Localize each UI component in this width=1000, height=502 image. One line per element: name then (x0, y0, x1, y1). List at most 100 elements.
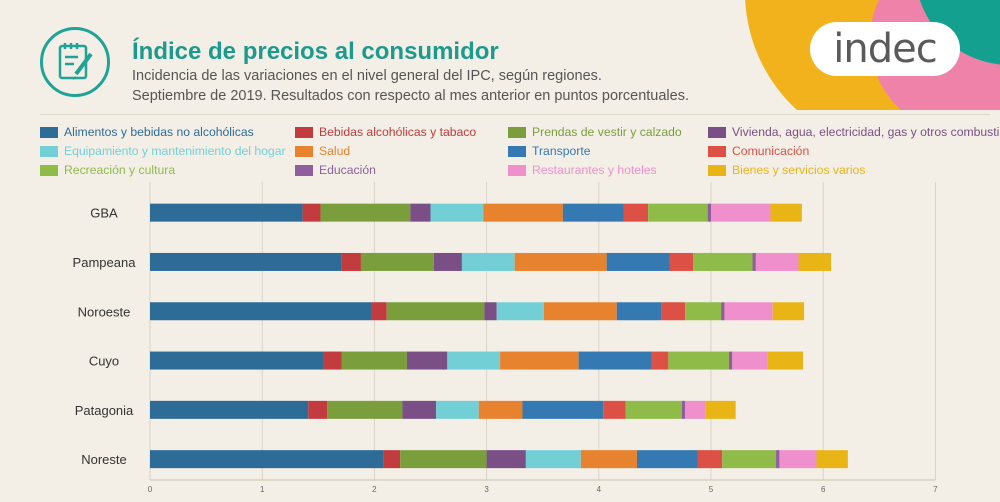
legend-label: Comunicación (732, 144, 810, 158)
category-label: Noreste (81, 452, 127, 467)
teal-deco-shape (919, 0, 1000, 65)
legend-label: Equipamiento y mantenimiento del hogar (64, 144, 286, 158)
legend-item: Bebidas alcohólicas y tabaco (295, 125, 476, 139)
indec-logo: indec (810, 22, 960, 76)
bar-segment (341, 252, 361, 271)
bar-segment (776, 450, 780, 469)
bar-segment (779, 450, 817, 469)
bar-segment (685, 400, 706, 419)
legend-swatch (508, 145, 526, 157)
bar-segment (816, 450, 848, 469)
bar-segment (669, 252, 694, 271)
x-tick-label: 5 (709, 485, 714, 494)
bar-segment (697, 450, 723, 469)
x-tick-label: 2 (372, 485, 377, 494)
bar-segment (150, 351, 324, 370)
legend-swatch (708, 145, 726, 157)
bar-segment (514, 252, 607, 271)
bar-segment (400, 450, 487, 469)
bar-segment (402, 400, 437, 419)
subtitle-line-1: Incidencia de las variaciones en el nive… (132, 68, 602, 84)
bar-segment (755, 252, 799, 271)
legend-swatch (40, 145, 58, 157)
category-label: Patagonia (75, 403, 134, 418)
legend-label: Vivienda, agua, electricidad, gas y otro… (732, 125, 1000, 139)
bar-segment (433, 252, 462, 271)
legend-item: Recreación y cultura (40, 163, 175, 177)
page-subtitle: Incidencia de las variaciones en el nive… (132, 66, 689, 106)
bar-segment (707, 203, 711, 222)
category-label: Pampeana (73, 255, 137, 270)
header-divider (40, 114, 990, 115)
bar-segment (500, 351, 579, 370)
bar-segment (302, 203, 321, 222)
bar-segment (693, 252, 753, 271)
bar-segment (496, 302, 544, 321)
bar-segment (308, 400, 328, 419)
bar-segment (430, 203, 484, 222)
bar-segment (522, 400, 604, 419)
bar-segment (150, 252, 342, 271)
bar-segment (323, 351, 342, 370)
bar-segment (386, 302, 485, 321)
bar-segment (562, 203, 624, 222)
legend-swatch (295, 145, 313, 157)
legend-swatch (508, 164, 526, 176)
legend-swatch (295, 164, 313, 176)
bar-segment (410, 203, 431, 222)
x-tick-label: 7 (933, 485, 938, 494)
bar-segment (705, 400, 736, 419)
legend-item: Educación (295, 163, 376, 177)
logo-text: indec (833, 26, 937, 72)
bar-segment (150, 400, 309, 419)
subtitle-line-2: Septiembre de 2019. Resultados con respe… (132, 88, 689, 104)
bar-segment (320, 203, 411, 222)
x-tick-label: 3 (484, 485, 489, 494)
x-tick-label: 6 (821, 485, 826, 494)
bar-segment (661, 302, 686, 321)
legend-label: Salud (319, 144, 351, 158)
bar-segment (668, 351, 729, 370)
bar-segment (436, 400, 479, 419)
bar-segment (150, 203, 303, 222)
bar-segment (724, 302, 773, 321)
legend-label: Transporte (532, 144, 591, 158)
bar-segment (578, 351, 652, 370)
stacked-bar-chart: 0 1 2 3 4 5 6 7 GBA Pampeana Noroeste Cuyo Patagonia… (73, 182, 938, 494)
bar-segment (543, 302, 617, 321)
bar-segment (483, 203, 563, 222)
bar-segment (478, 400, 523, 419)
bar-segment (770, 203, 802, 222)
bar-segment (150, 450, 384, 469)
checklist-pencil-icon (40, 27, 110, 97)
bar-segment (383, 450, 401, 469)
category-label: Cuyo (89, 354, 119, 369)
legend-swatch (40, 164, 58, 176)
legend-item: Prendas de vestir y calzado (508, 125, 682, 139)
bar-segment (484, 302, 497, 321)
legend-item: Equipamiento y mantenimiento del hogar (40, 144, 286, 158)
bar-segment (711, 203, 771, 222)
x-tick-label: 4 (597, 485, 602, 494)
bar-segment (798, 252, 832, 271)
bar-segment (371, 302, 387, 321)
legend-label: Recreación y cultura (64, 163, 176, 177)
bar-segment (406, 351, 448, 370)
bar-segment (651, 351, 669, 370)
bar-segment (360, 252, 434, 271)
bar-segment (636, 450, 698, 469)
bar-segment (486, 450, 526, 469)
category-label: GBA (90, 206, 118, 221)
legend-swatch (508, 126, 526, 138)
bar-segment (341, 351, 407, 370)
bar-segment (722, 450, 777, 469)
bar-segment (461, 252, 515, 271)
category-label: Noroeste (78, 304, 131, 319)
bar-segment (648, 203, 708, 222)
legend-label: Alimentos y bebidas no alcohólicas (64, 125, 254, 139)
bar-segment (327, 400, 403, 419)
legend-swatch (295, 126, 313, 138)
bar-segment (732, 351, 768, 370)
legend-swatch (708, 164, 726, 176)
legend-item: Transporte (508, 144, 590, 158)
